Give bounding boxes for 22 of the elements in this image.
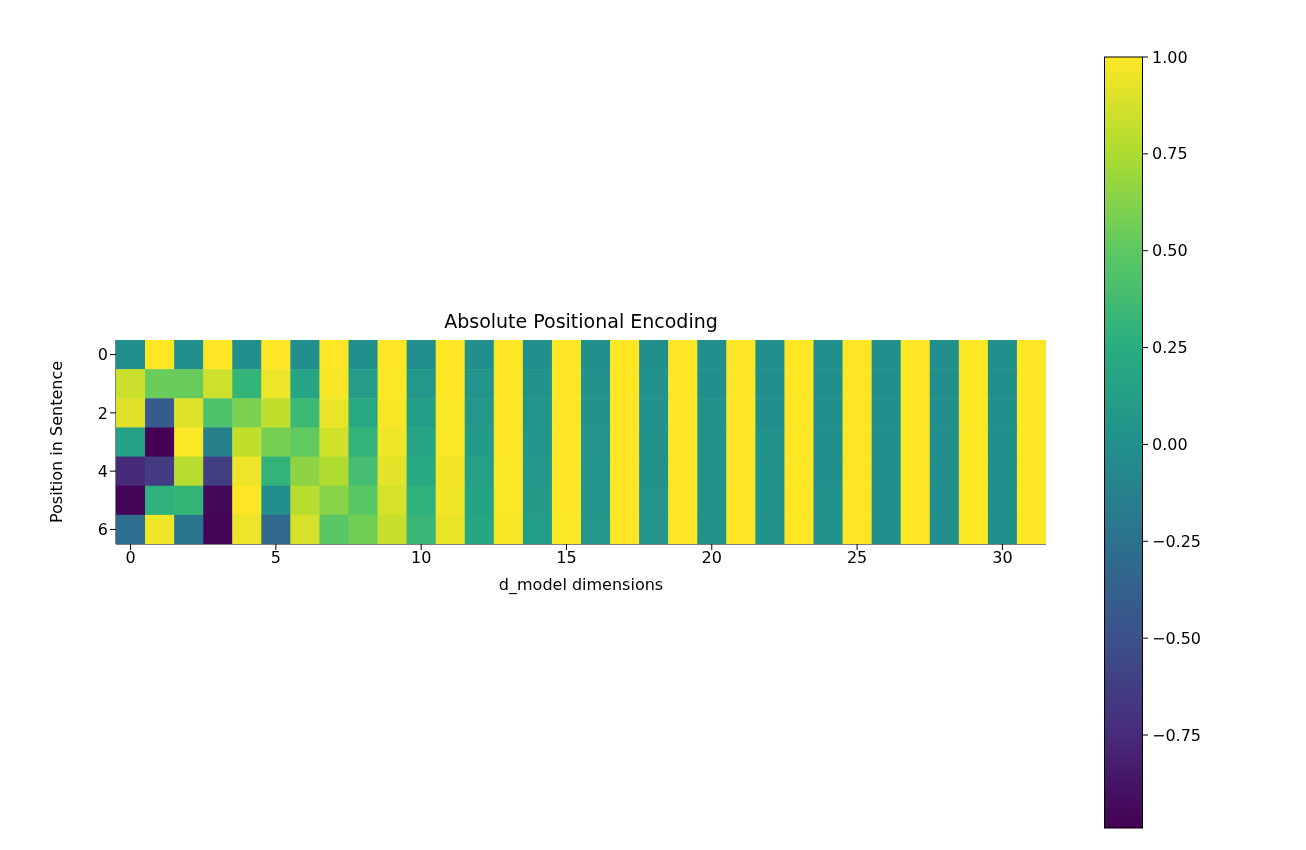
y-tick-label: 6 [97, 520, 108, 540]
x-axis-title: d_model dimensions [498, 575, 664, 595]
x-tick-label: 30 [992, 548, 1013, 568]
color-bar-label: 0.50 [1152, 241, 1188, 261]
x-tick-label: 5 [270, 548, 281, 568]
x-tick-label: 15 [556, 548, 577, 568]
y-tick-label: 2 [97, 403, 108, 423]
y-tick-label: 4 [97, 461, 108, 481]
color-bar-label: −0.75 [1152, 725, 1202, 745]
x-tick-label: 10 [410, 548, 432, 568]
color-bar-label: 0.00 [1152, 434, 1188, 454]
color-bar-label: 0.25 [1152, 338, 1188, 358]
color-bar-label: −0.25 [1152, 531, 1202, 551]
chart-title: Absolute Positional Encoding [443, 310, 719, 332]
color-bar-label: −0.50 [1152, 628, 1202, 648]
x-tick-label: 20 [701, 548, 722, 568]
y-tick-label: 0 [97, 345, 108, 365]
x-tick-label: 25 [846, 548, 868, 568]
y-axis-title: Position in Sentence [46, 360, 66, 524]
color-bar-label: 1.00 [1152, 47, 1188, 67]
x-tick-label: 0 [125, 548, 136, 568]
color-bar-label: 0.75 [1152, 144, 1188, 164]
